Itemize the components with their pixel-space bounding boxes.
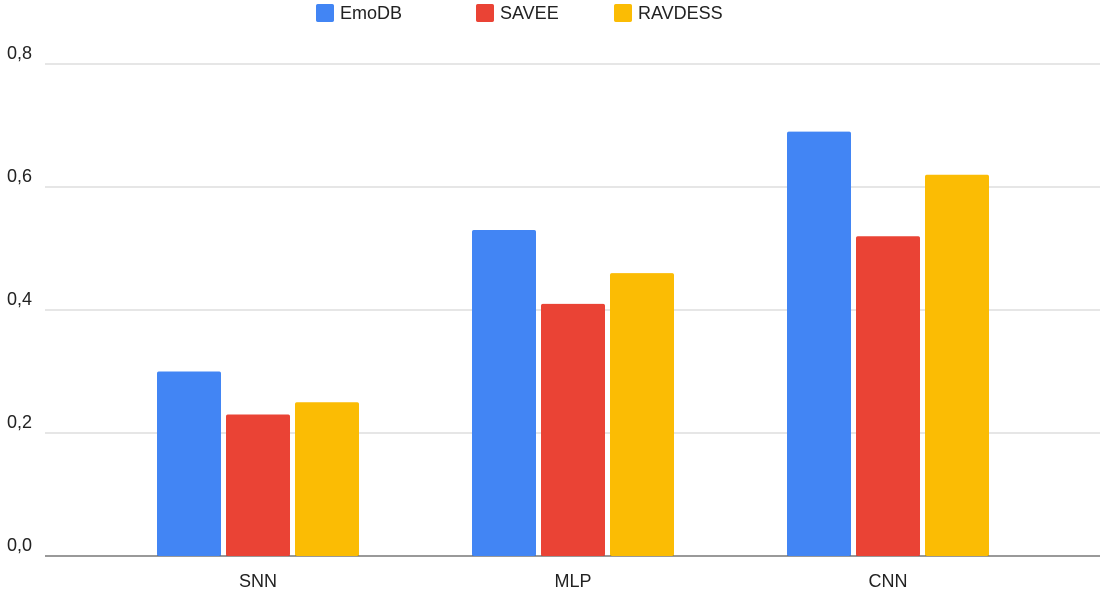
y-tick-label: 0,8 xyxy=(7,43,32,63)
y-tick-label: 0,4 xyxy=(7,289,32,309)
bar xyxy=(157,371,221,556)
x-tick-label: SNN xyxy=(239,571,277,589)
bar xyxy=(787,131,851,556)
bar xyxy=(856,236,920,556)
bar xyxy=(472,230,536,557)
x-tick-label: CNN xyxy=(869,571,908,589)
y-tick-label: 0,0 xyxy=(7,535,32,555)
y-tick-label: 0,2 xyxy=(7,412,32,432)
legend-label: SAVEE xyxy=(500,3,559,23)
legend-label: EmoDB xyxy=(340,3,402,23)
y-tick-label: 0,6 xyxy=(7,166,32,186)
bar xyxy=(541,303,605,556)
legend-swatch xyxy=(476,4,494,22)
bar xyxy=(610,273,674,556)
x-tick-label: MLP xyxy=(554,571,591,589)
legend-swatch xyxy=(316,4,334,22)
bar xyxy=(226,414,290,556)
legend-swatch xyxy=(614,4,632,22)
bar xyxy=(925,174,989,556)
legend-label: RAVDESS xyxy=(638,3,723,23)
bar xyxy=(295,402,359,556)
